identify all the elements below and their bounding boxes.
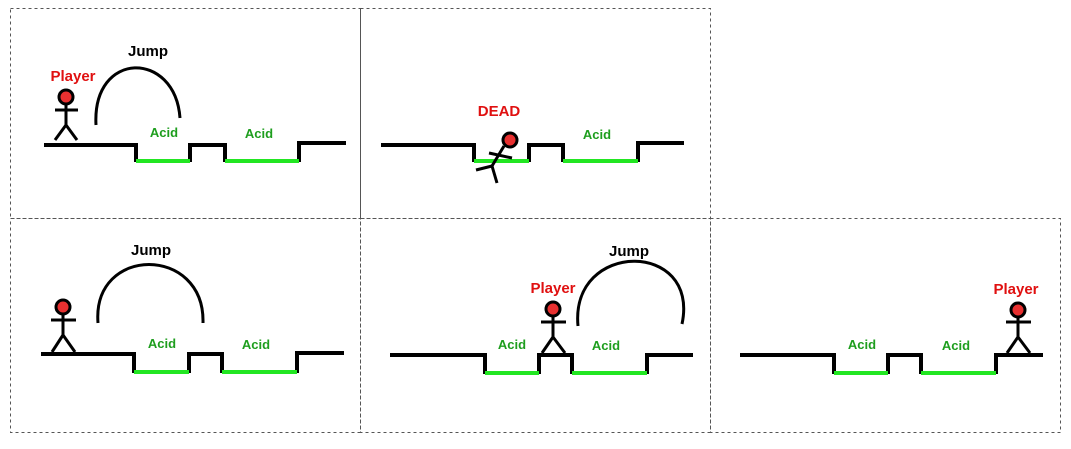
player-figure [540,300,567,354]
jump-arc [576,259,686,327]
terrain [390,353,693,374]
acid-label: Acid [150,125,178,140]
acid-label: Acid [942,338,970,353]
panel-1: Player Jump Acid Acid [44,43,346,163]
panel-5: Player Acid Acid [740,281,1043,375]
dead-label: DEAD [478,103,521,120]
jump-arc [96,263,205,324]
player-label: Player [50,68,95,85]
player-figure [50,298,77,353]
acid-label: Acid [242,337,270,352]
player-head [544,300,562,318]
player-head [57,88,75,106]
terrain [44,141,346,162]
player-label: Player [993,281,1038,298]
acid-label: Acid [498,337,526,352]
player-head [54,298,72,316]
acid-label: Acid [848,337,876,352]
panel-4-border [360,218,711,433]
acid-label: Acid [148,336,176,351]
panel-3: Jump Acid Acid [41,242,344,374]
panel-2-border [360,8,711,219]
acid-label: Acid [245,126,273,141]
panel-5-border [710,218,1061,433]
player-figure [1005,301,1032,354]
jump-label: Jump [131,242,171,259]
panel-2: DEAD Acid [381,103,684,184]
terrain [41,351,344,373]
player-head [1009,301,1027,319]
jump-label: Jump [609,243,649,260]
acid-label: Acid [592,338,620,353]
terrain [740,353,1043,374]
terrain [381,141,684,162]
panel-1-border [10,8,361,219]
panel-borders [10,8,1061,433]
acid-label: Acid [583,127,611,142]
player-head [501,131,519,149]
jump-label: Jump [128,43,168,60]
player-label: Player [530,280,575,297]
jump-arc [94,66,182,126]
dead-player-figure [475,131,519,184]
player-figure [53,88,79,141]
panel-4: Player Jump Acid Acid [390,243,693,375]
